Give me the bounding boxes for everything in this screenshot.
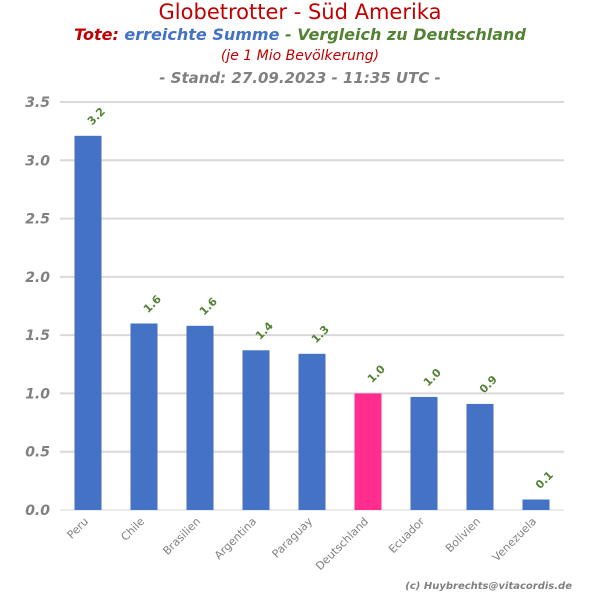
data-label: 1.3: [309, 323, 332, 346]
data-label: 1.0: [421, 366, 444, 389]
data-label: 0.1: [533, 469, 556, 492]
data-label: 1.6: [197, 295, 220, 318]
bar-chile: [130, 323, 158, 510]
y-tick-label: 2.5: [25, 212, 50, 228]
x-tick-label: Bolivien: [443, 515, 483, 555]
x-tick-label: Brasilien: [160, 515, 203, 558]
data-label: 1.6: [141, 292, 164, 315]
data-label: 1.4: [253, 319, 276, 342]
bar-argentina: [242, 350, 270, 510]
chart-title: Globetrotter - Süd Amerika: [158, 0, 442, 24]
bar-venezuela: [522, 499, 550, 510]
bar-paraguay: [298, 353, 326, 510]
subtitle-tote: Tote:: [74, 25, 119, 44]
credit: (c) Huybrechts@vitacordis.de: [405, 581, 572, 592]
x-tick-label: Chile: [118, 515, 147, 544]
y-tick-label: 0.5: [25, 445, 50, 461]
y-tick-label: 1.5: [25, 328, 50, 344]
x-tick-label: Deutschland: [313, 515, 371, 573]
chart-subtitle-2: (je 1 Mio Bevölkerung): [220, 48, 380, 64]
bar-deutschland: [354, 393, 382, 510]
bar-brasilien: [186, 325, 214, 510]
y-tick-label: 1.0: [25, 386, 50, 402]
x-tick-label: Ecuador: [386, 515, 427, 556]
x-tick-label: Venezuela: [490, 515, 539, 564]
y-tick-label: 3.0: [25, 153, 50, 169]
x-tick-label: Peru: [65, 515, 92, 542]
bar-bolivien: [466, 403, 494, 510]
subtitle-summe: erreichte Summe: [124, 25, 280, 44]
x-tick-label: Argentina: [212, 515, 259, 562]
data-label: 3.2: [85, 105, 108, 128]
bar-ecuador: [410, 396, 438, 510]
x-tick-label: Paraguay: [270, 515, 316, 561]
chart-date: - Stand: 27.09.2023 - 11:35 UTC -: [159, 69, 441, 87]
y-tick-label: 0.0: [25, 503, 50, 519]
bar-peru: [74, 135, 102, 510]
chart-subtitle: Tote: erreichte Summe - Vergleich zu Deu…: [0, 25, 600, 44]
data-label: 1.0: [365, 362, 388, 385]
y-tick-label: 3.5: [25, 95, 50, 111]
y-tick-label: 2.0: [25, 270, 50, 286]
subtitle-vergleich: - Vergleich zu Deutschland: [285, 25, 526, 44]
